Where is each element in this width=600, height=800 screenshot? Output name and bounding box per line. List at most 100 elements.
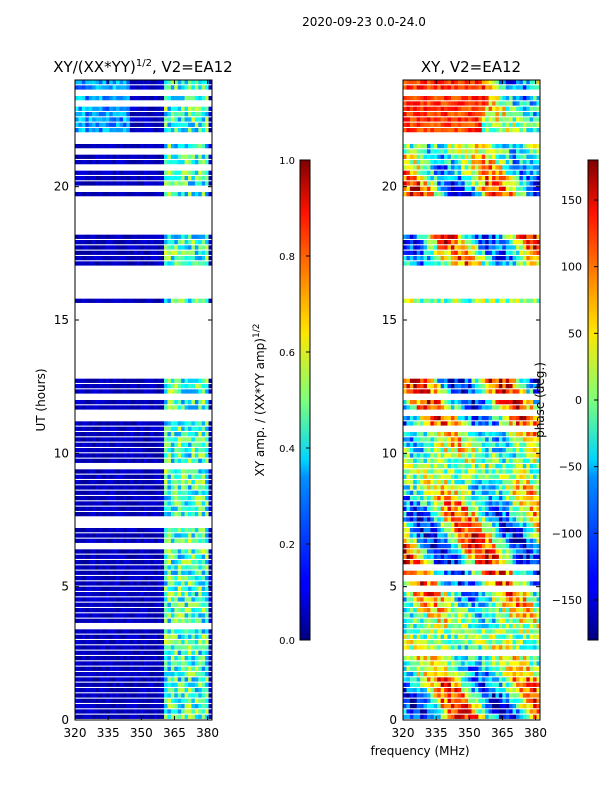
phase-heatmap-cell xyxy=(403,464,407,469)
amp-heatmap-cell xyxy=(119,693,124,698)
amp-heatmap-cell xyxy=(112,117,117,122)
amp-heatmap-cell xyxy=(177,442,182,447)
amp-heatmap-cell xyxy=(188,170,192,175)
phase-heatmap-cell xyxy=(426,421,431,426)
amp-heatmap-cell xyxy=(112,405,117,410)
amp-heatmap-cell xyxy=(188,592,192,597)
amp-heatmap-cell xyxy=(194,122,199,127)
phase-heatmap-cell xyxy=(420,256,424,261)
amp-heatmap-cell xyxy=(198,704,203,709)
phase-heatmap-cell xyxy=(423,85,428,90)
amp-heatmap-cell xyxy=(164,85,168,90)
amp-heatmap-cell xyxy=(92,480,96,485)
amp-heatmap-cell xyxy=(109,597,113,602)
phase-heatmap-cell xyxy=(516,80,520,85)
amp-heatmap-cell xyxy=(201,122,206,127)
phase-heatmap-cell xyxy=(474,80,479,85)
amp-heatmap-cell xyxy=(184,682,189,687)
amp-heatmap-cell xyxy=(102,533,107,538)
amp-heatmap-cell xyxy=(170,677,175,682)
amp-heatmap-cell xyxy=(153,704,158,709)
amp-heatmap-cell xyxy=(170,192,175,197)
amp-heatmap-cell xyxy=(133,602,137,607)
amp-heatmap-cell xyxy=(119,405,124,410)
phase-heatmap-cell xyxy=(426,144,431,149)
amp-heatmap-cell xyxy=(81,688,86,693)
phase-heatmap-cell xyxy=(492,117,496,122)
amp-heatmap-cell xyxy=(170,421,175,426)
phase-heatmap-cell xyxy=(471,106,476,111)
phase-heatmap-cell xyxy=(505,128,510,133)
amp-heatmap-cell xyxy=(198,256,203,261)
amp-heatmap-cell xyxy=(109,256,113,261)
amp-heatmap-cell xyxy=(105,170,110,175)
amp-heatmap-cell xyxy=(140,597,144,602)
amp-heatmap-cell xyxy=(112,176,117,181)
amp-heatmap-cell xyxy=(116,250,120,255)
phase-heatmap-cell xyxy=(464,112,469,117)
phase-heatmap-cell xyxy=(444,421,448,426)
amp-heatmap-cell xyxy=(122,469,127,474)
amp-heatmap-cell xyxy=(88,528,93,533)
phase-heatmap-cell xyxy=(474,101,479,106)
amp-heatmap-cell xyxy=(164,640,168,645)
amp-heatmap-cell xyxy=(143,554,148,559)
phase-heatmap-cell xyxy=(512,117,517,122)
amp-heatmap-cell xyxy=(164,485,168,490)
amp-heatmap-cell xyxy=(133,144,137,149)
amp-heatmap-cell xyxy=(164,160,168,165)
phase-heatmap-cell xyxy=(533,149,537,154)
amp-heatmap-cell xyxy=(198,405,203,410)
phase-heatmap-cell xyxy=(492,448,496,453)
amp-heatmap-cell xyxy=(122,176,127,181)
phase-heatmap-cell xyxy=(423,437,428,442)
amp-heatmap-cell xyxy=(102,666,107,671)
phase-heatmap-cell xyxy=(471,261,476,266)
amp-heatmap-cell xyxy=(78,704,83,709)
amp-heatmap-cell xyxy=(81,480,86,485)
amp-heatmap-cell xyxy=(105,592,110,597)
amp-heatmap-cell xyxy=(194,602,199,607)
phase-heatmap-cell xyxy=(502,170,507,175)
amp-heatmap-cell xyxy=(153,714,158,719)
amp-heatmap-cell xyxy=(109,160,113,165)
phase-heatmap-cell xyxy=(437,149,441,154)
amp-heatmap-cell xyxy=(143,469,148,474)
amp-heatmap-cell xyxy=(140,458,144,463)
phase-heatmap-cell xyxy=(481,442,486,447)
amp-heatmap-cell xyxy=(81,597,86,602)
amp-xtick-label: 350 xyxy=(130,726,153,740)
phase-heatmap-cell xyxy=(509,106,513,111)
phase-heatmap-cell xyxy=(468,442,472,447)
amp-heatmap-cell xyxy=(136,298,141,303)
amp-heatmap-cell xyxy=(177,448,182,453)
amp-heatmap-cell xyxy=(109,96,113,101)
phase-heatmap-cell xyxy=(498,149,503,154)
amp-heatmap-cell xyxy=(208,426,212,431)
phase-heatmap-cell xyxy=(522,448,527,453)
amp-heatmap-cell xyxy=(129,160,134,165)
phase-heatmap-cell xyxy=(529,448,534,453)
amp-heatmap-cell xyxy=(78,656,83,661)
amp-heatmap-cell xyxy=(157,128,161,133)
phase-heatmap-cell xyxy=(468,245,472,250)
phase-heatmap-cell xyxy=(433,485,438,490)
amp-heatmap-cell xyxy=(75,250,79,255)
amp-heatmap-cell xyxy=(88,565,93,570)
phase-heatmap-cell xyxy=(461,485,465,490)
phase-heatmap-cell xyxy=(485,181,489,186)
amp-heatmap-cell xyxy=(102,192,107,197)
phase-heatmap-cell xyxy=(457,144,462,149)
phase-heatmap-cell xyxy=(495,490,500,495)
amp-heatmap-cell xyxy=(205,256,209,261)
amp-heatmap-cell xyxy=(105,570,110,575)
amp-heatmap-cell xyxy=(153,538,158,543)
phase-heatmap-cell xyxy=(433,112,438,117)
amp-heatmap-cell xyxy=(85,549,89,554)
amp-heatmap-cell xyxy=(170,234,175,239)
amp-heatmap-cell xyxy=(75,490,79,495)
amp-heatmap-cell xyxy=(167,597,172,602)
phase-heatmap-cell xyxy=(481,144,486,149)
phase-heatmap-cell xyxy=(526,101,531,106)
amp-heatmap-cell xyxy=(174,565,179,570)
